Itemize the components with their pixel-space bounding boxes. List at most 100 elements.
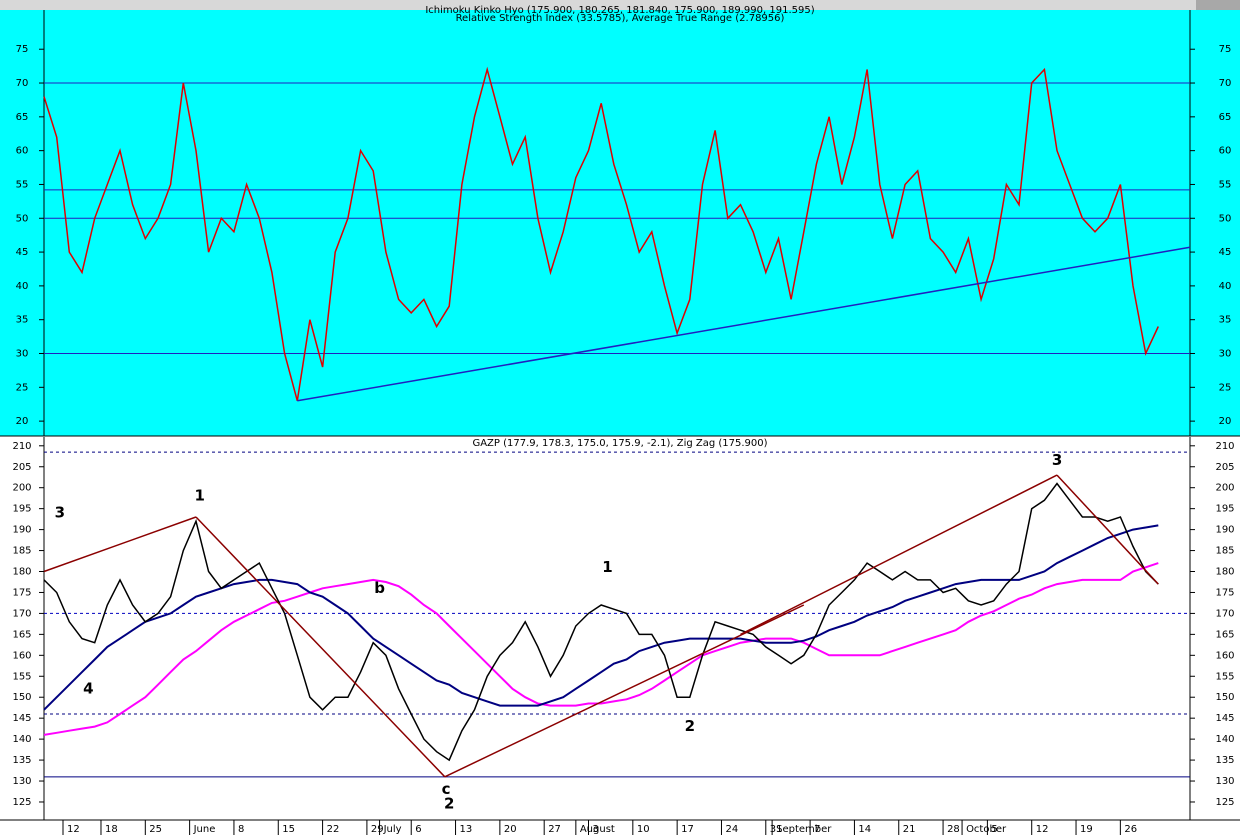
x-tick-label: 10 [637, 824, 650, 835]
y-tick-label: 145 [12, 713, 31, 724]
y-tick-label: 170 [1215, 608, 1234, 619]
x-tick-label: 25 [149, 824, 162, 835]
x-tick-label: 7 [814, 824, 820, 835]
y-tick-label: 40 [1219, 281, 1232, 292]
x-tick-label: 8 [238, 824, 244, 835]
panel-background [0, 437, 1240, 820]
y-tick-label: 130 [1215, 776, 1234, 787]
panel-title: GAZP (177.9, 178.3, 175.0, 175.9, -2.1),… [472, 438, 767, 449]
x-tick-label: 29 [371, 824, 384, 835]
x-tick-label: 21 [903, 824, 916, 835]
trend-line [740, 474, 1058, 636]
y-tick-label: 65 [1219, 112, 1232, 123]
x-tick-label: 5 [991, 824, 997, 835]
trend-line [444, 604, 805, 778]
y-tick-label: 145 [1215, 713, 1234, 724]
x-tick-label: 20 [504, 824, 517, 835]
wave-label: b [374, 579, 385, 597]
y-tick-label: 55 [1219, 179, 1232, 190]
scrollbar[interactable] [1196, 0, 1240, 10]
wave-label: 3 [1052, 451, 1062, 469]
series-line [43, 562, 1159, 736]
y-tick-label: 175 [12, 587, 31, 598]
x-tick-label: 15 [282, 824, 295, 835]
panel-subtitle: Relative Strength Index (33.5785), Avera… [456, 13, 785, 24]
y-tick-label: 195 [1215, 504, 1234, 515]
x-tick-label: 26 [1124, 824, 1137, 835]
series-line [43, 66, 1159, 401]
y-tick-label: 210 [1215, 441, 1234, 452]
y-tick-label: 25 [16, 382, 29, 393]
y-tick-label: 70 [1219, 78, 1232, 89]
trend-line [43, 516, 197, 573]
wave-label: 3 [55, 503, 65, 521]
wave-label: 2 [685, 717, 695, 735]
y-tick-label: 25 [1219, 382, 1232, 393]
y-tick-label: 140 [12, 734, 31, 745]
x-tick-label: 13 [460, 824, 473, 835]
y-tick-label: 175 [1215, 587, 1234, 598]
trend-line [297, 246, 1191, 402]
y-tick-label: 140 [1215, 734, 1234, 745]
x-tick-label: 28 [947, 824, 960, 835]
wave-label: 2 [444, 795, 454, 813]
y-tick-label: 40 [16, 281, 29, 292]
x-tick-label: 12 [1036, 824, 1049, 835]
y-tick-label: 180 [12, 567, 31, 578]
y-tick-label: 165 [1215, 629, 1234, 640]
y-tick-label: 155 [1215, 671, 1234, 682]
y-tick-label: 30 [16, 349, 29, 360]
y-tick-label: 155 [12, 671, 31, 682]
y-tick-label: 180 [1215, 567, 1234, 578]
x-tick-label: September [776, 824, 832, 835]
series-line [43, 524, 1159, 711]
y-tick-label: 190 [12, 525, 31, 536]
y-tick-label: 20 [1219, 416, 1232, 427]
y-tick-label: 45 [16, 247, 29, 258]
x-tick-label: 18 [105, 824, 118, 835]
y-tick-label: 200 [12, 483, 31, 494]
y-tick-label: 150 [1215, 692, 1234, 703]
y-tick-label: 135 [1215, 755, 1234, 766]
series-line [43, 482, 1159, 762]
x-tick-label: 31 [770, 824, 783, 835]
y-tick-label: 150 [12, 692, 31, 703]
y-tick-label: 185 [1215, 546, 1234, 557]
y-tick-label: 170 [12, 608, 31, 619]
y-tick-label: 205 [12, 462, 31, 473]
x-tick-label: June [193, 824, 216, 835]
y-tick-label: 195 [12, 504, 31, 515]
y-tick-label: 75 [1219, 44, 1232, 55]
y-tick-label: 160 [12, 650, 31, 661]
y-tick-label: 200 [1215, 483, 1234, 494]
x-axis-band [0, 820, 1240, 821]
y-tick-label: 125 [12, 797, 31, 808]
y-tick-label: 30 [1219, 349, 1232, 360]
y-tick-label: 185 [12, 546, 31, 557]
x-tick-label: 19 [1080, 824, 1093, 835]
y-tick-label: 60 [16, 146, 29, 157]
trend-line [195, 516, 446, 778]
y-tick-label: 55 [16, 179, 29, 190]
y-tick-label: 205 [1215, 462, 1234, 473]
trend-line [1056, 474, 1159, 585]
y-tick-label: 165 [12, 629, 31, 640]
x-tick-label: 3 [593, 824, 599, 835]
y-tick-label: 35 [16, 315, 29, 326]
y-tick-label: 65 [16, 112, 29, 123]
y-tick-label: 135 [12, 755, 31, 766]
y-tick-label: 45 [1219, 247, 1232, 258]
x-tick-label: August [580, 824, 615, 835]
x-tick-label: 6 [415, 824, 421, 835]
y-tick-label: 125 [1215, 797, 1234, 808]
y-tick-label: 35 [1219, 315, 1232, 326]
y-tick-label: 190 [1215, 525, 1234, 536]
x-tick-label: 12 [67, 824, 80, 835]
y-tick-label: 70 [16, 78, 29, 89]
x-tick-label: October [966, 824, 1007, 835]
y-tick-label: 50 [16, 213, 29, 224]
wave-label: 1 [602, 558, 612, 576]
wave-label: c [442, 780, 451, 798]
y-tick-label: 130 [12, 776, 31, 787]
y-tick-label: 50 [1219, 213, 1232, 224]
